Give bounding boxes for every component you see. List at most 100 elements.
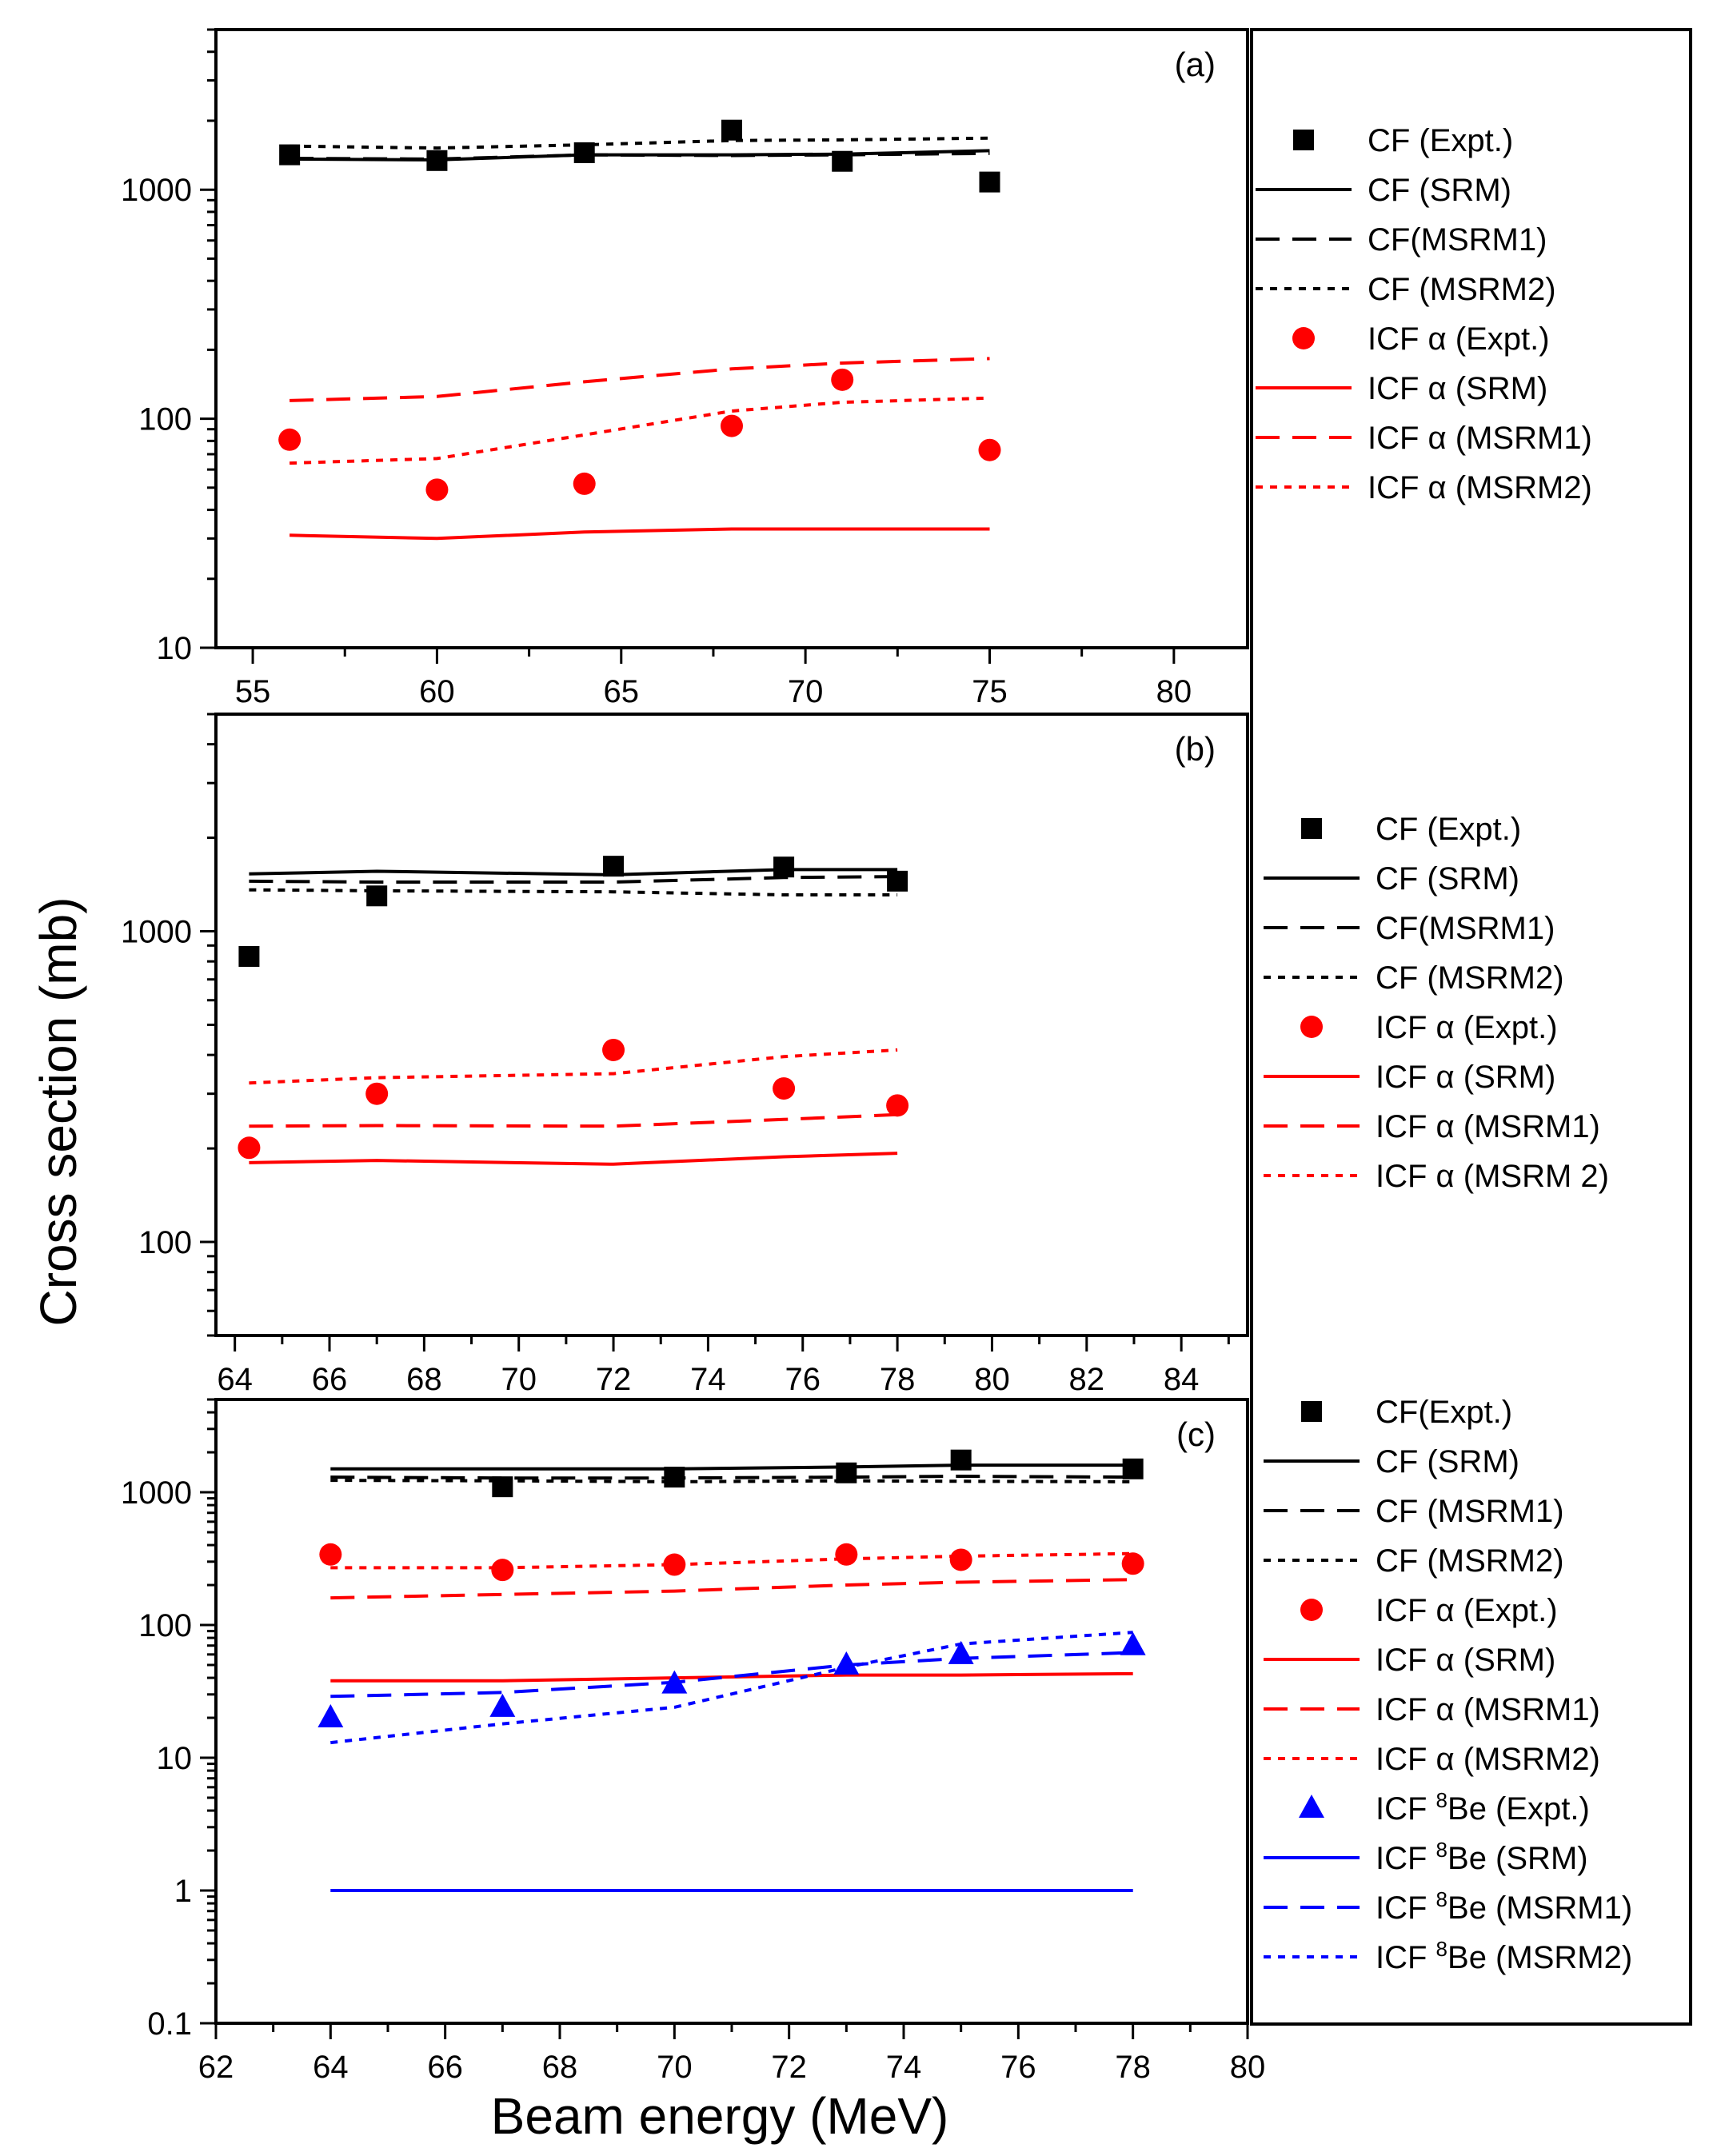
series-line [330,1551,1133,1570]
legend-label: ICF α (Expt.) [1376,1593,1558,1628]
legend-label: CF (SRM) [1376,861,1519,896]
x-tick-label: 70 [788,674,824,709]
x-tick-label: 76 [785,1362,821,1397]
legend-label: ICF 8Be (MSRM2) [1376,1937,1632,1975]
series-line [330,1631,1133,1745]
data-point-circle [1121,1552,1144,1575]
data-point-square [366,885,388,907]
y-tick-label: 100 [138,1225,192,1260]
plot-frame [214,713,1249,1337]
legend-circle-swatch [1292,327,1315,349]
x-tick-label: 74 [886,2050,922,2085]
legend-label: CF (MSRM2) [1376,960,1564,996]
series-group [238,856,909,1166]
legend: CF(Expt.) CF (SRM) CF (MSRM1) CF (MSRM2) ICF… [1264,1395,1632,1975]
x-tick-label: 68 [542,2050,578,2085]
data-point-circle [978,438,1001,461]
data-point-circle [602,1038,625,1061]
x-tick-label: 80 [974,1362,1010,1397]
data-point-circle [949,1548,972,1571]
data-point-triangle [833,1651,860,1675]
data-point-circle [425,478,449,501]
x-tick-label: 72 [596,1362,632,1397]
x-tick-label: 78 [1115,2050,1151,2085]
x-tick-label: 76 [1000,2050,1036,2085]
legend-label: ICF α (MSRM 2) [1376,1159,1609,1194]
data-point-square [950,1449,972,1471]
legend-label: ICF α (Expt.) [1368,321,1550,357]
legend-label: ICF 8Be (SRM) [1376,1838,1588,1876]
legend-circle-swatch [1300,1599,1323,1621]
data-point-triangle [1120,1631,1146,1655]
data-point-circle [831,368,854,391]
series-line [289,527,990,541]
data-point-circle [238,1136,261,1160]
series-line [289,136,990,150]
x-tick-label: 72 [771,2050,807,2085]
series-line [249,1048,898,1085]
data-point-square [238,945,260,967]
x-tick-label: 64 [217,1362,253,1397]
data-point-circle [278,428,301,451]
series-line [249,875,898,884]
x-tick-label: 62 [198,2050,234,2085]
x-tick-label: 66 [312,1362,348,1397]
legend-label: ICF 8Be (MSRM1) [1376,1887,1632,1926]
y-tick-label: 100 [138,1608,192,1643]
data-point-square [773,856,795,878]
y-tick-label: 1000 [121,915,192,950]
x-tick-label: 68 [406,1362,442,1397]
y-tick-label: 1000 [121,1475,192,1511]
series-line [249,868,898,876]
legend-label: ICF 8Be (Expt.) [1376,1788,1590,1827]
y-tick-label: 100 [138,402,192,437]
panel-label: (b) [1175,730,1216,768]
data-point-circle [319,1543,342,1566]
plot-frame [214,28,1249,649]
legend-label: ICF α (MSRM1) [1376,1109,1600,1144]
data-point-square [887,870,908,892]
legend: CF (Expt.) CF (SRM) CF(MSRM1) CF (MSRM2) ICF… [1256,123,1592,505]
x-tick-label: 80 [1230,2050,1266,2085]
x-tick-label: 80 [1156,674,1192,709]
x-tick-label: 78 [880,1362,916,1397]
legend-label-superscript: 8 [1436,1887,1447,1911]
x-tick-label: 82 [1069,1362,1105,1397]
series-group [317,1449,1146,1892]
y-tick-label: 0.1 [147,2006,192,2042]
data-point-circle [835,1543,858,1566]
series-group [278,119,1001,541]
x-tick-label: 66 [427,2050,463,2085]
panel-2: 64 66 68 70 72 74 76 78 80 82 84 100 1000 (b) CF (Expt… [121,713,1609,1397]
plot-frame [214,1398,1249,2025]
legend-label: CF (SRM) [1368,173,1511,208]
x-tick-label: 74 [690,1362,726,1397]
series-line [289,151,990,161]
legend-square-swatch [1301,818,1322,839]
y-tick-label: 1 [174,1874,192,1909]
x-tick-label: 65 [604,674,640,709]
legend-label: CF (SRM) [1376,1444,1519,1479]
series-line [330,1474,1133,1480]
legend-label: CF (Expt.) [1376,812,1521,847]
data-point-circle [491,1559,514,1582]
legend-square-swatch [1293,130,1314,150]
panel-label: (c) [1176,1415,1216,1453]
series-line [249,1112,898,1128]
legend-label: CF (MSRM2) [1376,1543,1564,1579]
x-tick-label: 60 [419,674,455,709]
x-tick-label: 75 [972,674,1008,709]
legend-label: ICF α (SRM) [1376,1643,1555,1678]
legend-label-superscript: 8 [1436,1838,1447,1862]
x-tick-label: 84 [1164,1362,1200,1397]
legend-label: ICF α (MSRM1) [1376,1692,1600,1727]
series-line [249,888,898,896]
data-point-circle [573,472,596,495]
y-tick-label: 10 [157,1741,193,1776]
data-point-circle [663,1553,686,1576]
data-point-triangle [489,1693,516,1717]
data-point-square [721,119,742,141]
y-axis-label: Cross section (mb) [30,897,87,1327]
data-point-square [979,171,1000,193]
data-point-circle [365,1082,389,1105]
